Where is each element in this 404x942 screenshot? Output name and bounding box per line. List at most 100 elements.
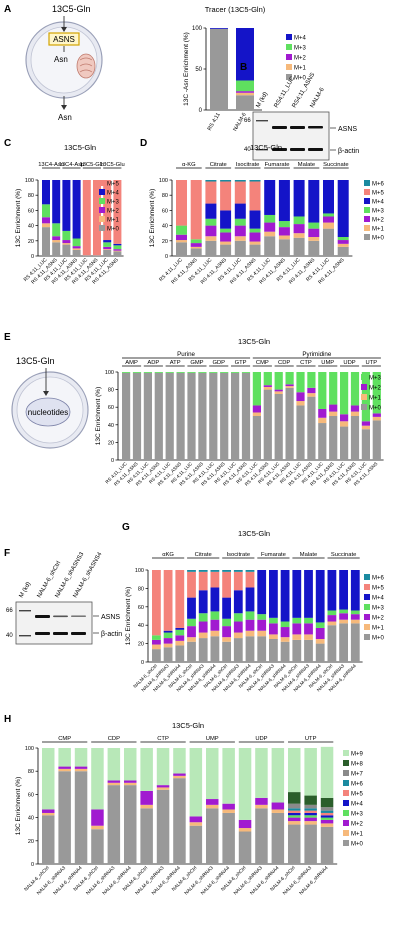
blot-f-membrane (15, 601, 93, 645)
chart-e-bar-segment (263, 372, 272, 386)
chart-h-y-tick-label: 80 (28, 769, 34, 775)
chart-c-y-tick-label: 40 (28, 224, 34, 230)
chart-c-bar-segment (103, 249, 112, 256)
chart-h-bar-segment (58, 768, 71, 772)
chart-d-bar-segment (308, 180, 320, 223)
chart-d-legend-swatch (364, 225, 370, 231)
chart-e-bar-segment (252, 416, 261, 460)
chart-h-legend-swatch (343, 790, 349, 796)
chart-c-group-label: 13C5-Glu (100, 162, 125, 168)
chart-g-bar-segment (163, 643, 173, 648)
chart-e-bar-segment (329, 416, 338, 460)
chart-e-legend-swatch (361, 384, 367, 390)
chart-h-x-tick-label: NALM-6_shRNA3 (233, 865, 264, 896)
chart-e-bar-segment (231, 372, 240, 373)
chart-g-bar-segment (233, 570, 243, 572)
chart-d-legend-swatch (364, 180, 370, 186)
chart-e-bar-segment (252, 405, 261, 413)
tracer-arrowhead (61, 27, 67, 32)
chart-e-bar-segment (252, 412, 261, 416)
chart-d-bar-segment (176, 180, 187, 226)
chart-d-bar-segment (220, 181, 232, 211)
chart-g-legend-label: M+5 (372, 586, 385, 592)
chart-h-bar-segment (304, 815, 317, 818)
chart-h-bar-segment (156, 785, 170, 788)
chart-h-bar-segment (58, 771, 71, 864)
chart-e-bar-segment (143, 372, 152, 373)
chart-e-bar-segment (263, 385, 272, 387)
chart-g-bar-segment (315, 643, 325, 662)
chart-e-bar-segment (122, 372, 131, 460)
chart-h-group-label: UTP (305, 736, 317, 742)
chart-d-bar-segment (205, 180, 217, 182)
chart-c-legend-label: M+5 (107, 182, 120, 188)
chart-c-legend-swatch (99, 207, 105, 213)
chart-g-y-tick-label: 60 (138, 605, 144, 611)
chart-e-bar-segment (285, 372, 294, 385)
chart-h-bar-segment (222, 812, 235, 864)
chart-d-bar-segment (337, 240, 349, 244)
chart-g-bar-segment (269, 639, 278, 662)
chart-c-bar-segment (62, 243, 71, 245)
chart-e-bar-segment (209, 372, 218, 373)
chart-c-bar-segment (93, 255, 101, 256)
chart-e-bar-segment (307, 372, 316, 388)
chart-d-group-label: α-KG (182, 162, 196, 168)
chart-a-bar-segment (236, 91, 254, 93)
blot-b-actin-band-2 (290, 148, 305, 151)
mitochondrion-icon (76, 53, 96, 79)
chart-e-bar-segment (122, 372, 131, 373)
chart-h-bar-segment (320, 797, 334, 808)
chart-h-bar-segment (271, 802, 285, 810)
blot-b-asns-label: ASNS (338, 126, 357, 133)
chart-h-legend-label: M+3 (351, 812, 364, 818)
blot-f-ladder-band-low (19, 635, 31, 637)
chart-g-bar-segment (233, 621, 243, 633)
chart-g-bar-segment (175, 635, 185, 641)
chart-g-bar-segment (152, 635, 161, 640)
chart-h-bar-segment (271, 812, 285, 864)
blot-b-asns-band-3 (308, 126, 323, 129)
chart-a-y-label: 13C -Asn Enrichment (%) (183, 32, 190, 106)
chart-g-bar-segment (198, 590, 208, 614)
chart-h-bar-segment (320, 746, 334, 798)
chart-e-bar-segment (350, 416, 360, 460)
chart-h-bar-segment (91, 825, 104, 830)
chart-e-bar-segment (340, 414, 349, 422)
chart-h-legend-swatch (343, 840, 349, 846)
chart-g-bar-segment (187, 641, 196, 662)
chart-d-bar-segment (323, 213, 334, 217)
chart-g-title: 13C5-Gln (238, 529, 270, 538)
chart-c-bar-segment (52, 223, 61, 237)
chart-c-bar-segment (103, 242, 112, 247)
chart-g-group-label: Fumarate (261, 552, 286, 558)
product-label-outside: Asn (58, 113, 72, 122)
chart-d-bar-segment (308, 222, 320, 229)
chart-e-bar-segment (318, 417, 327, 424)
chart-c-legend-swatch (99, 189, 105, 195)
chart-d-group-label: Succinate (323, 162, 348, 168)
chart-h-bar-segment (206, 804, 219, 809)
chart-h-bar-segment (320, 826, 334, 864)
chart-g-bar-segment (257, 636, 267, 662)
chart-g-group-label: Citrate (195, 552, 212, 558)
chart-g-legend-label: M+4 (372, 596, 385, 602)
chart-d-bar-segment (293, 216, 305, 225)
chart-h-bar-segment (74, 771, 88, 864)
chart-c-bar-segment (103, 249, 112, 250)
chart-g-y-tick-label: 100 (135, 568, 144, 574)
chart-h-bar-segment (173, 748, 186, 774)
panel-a-diagram: 13C5-Gln ASNS Asn Asn (25, 4, 103, 122)
chart-g-bar-segment (292, 570, 302, 618)
chart-e-bar-segment (350, 411, 360, 416)
chart-g-legend-label: M+3 (372, 606, 385, 612)
chart-g-bar-segment (292, 634, 302, 640)
chart-e-bar-segment (198, 372, 207, 373)
chart-c-bar-segment (93, 180, 101, 256)
chart-h-bar-segment (304, 821, 317, 825)
chart-g-bar-segment (269, 634, 278, 639)
chart-g-bar-segment (198, 632, 208, 639)
chart-h-bar-segment (304, 748, 317, 796)
chart-d-legend-swatch (364, 189, 370, 195)
chart-e-bar-segment (285, 384, 294, 387)
